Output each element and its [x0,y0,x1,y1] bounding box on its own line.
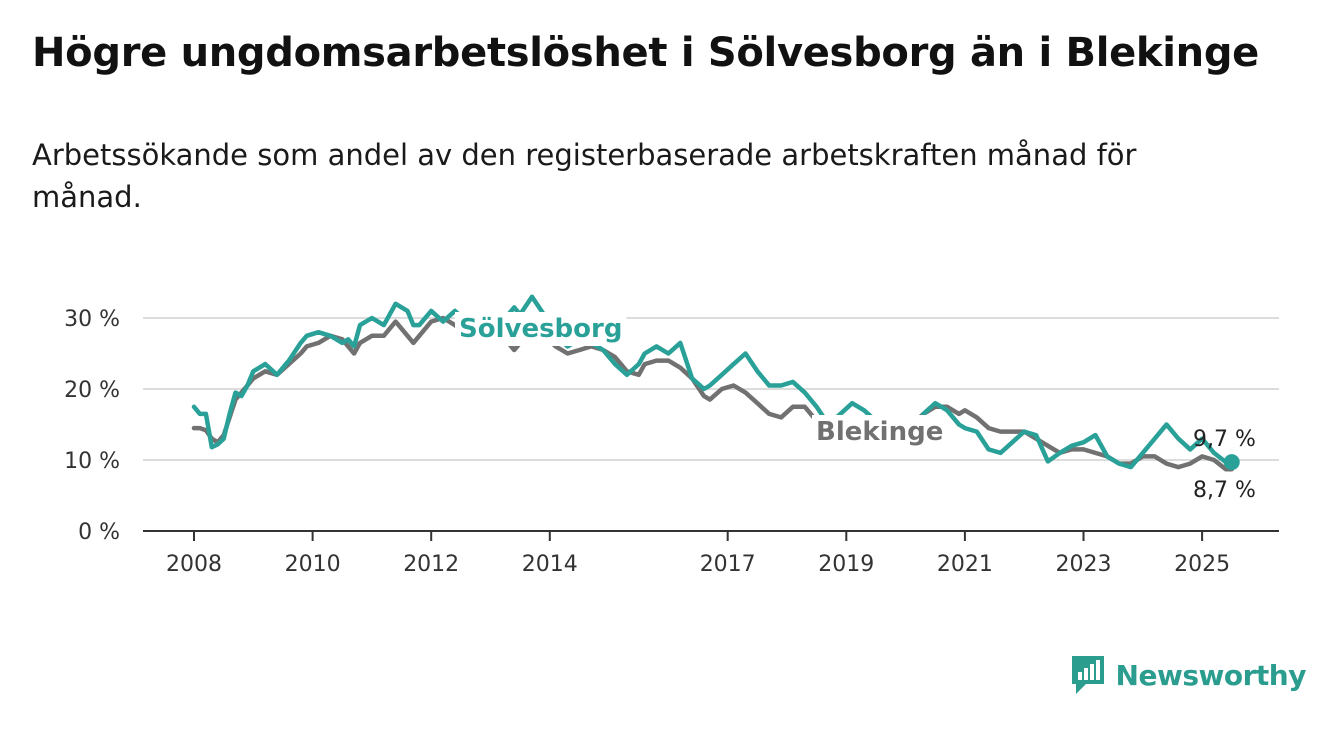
gridlines [143,317,1279,461]
y-axis-labels: 0 % 10 % 20 % 30 % [64,307,120,545]
label-halo [812,415,948,449]
series-label-solvesborg: Sölvesborg [459,314,622,344]
x-axis-ticks: 2008 2010 2012 2014 2017 2019 2021 2023 2025 [166,531,1230,577]
x-tick-label: 2023 [1056,552,1112,577]
x-tick-label: 2008 [166,552,222,577]
series-line-solvesborg [191,294,1235,470]
label-halo [455,312,627,346]
x-tick-label: 2014 [522,552,578,577]
x-tick-label: 2012 [403,552,459,577]
newsworthy-logo-icon [1071,656,1104,694]
y-tick-label: 10 % [64,449,120,474]
x-tick-label: 2025 [1174,552,1230,577]
chart-subtitle: Arbetssökande som andel av den registerb… [32,138,1137,214]
y-tick-label: 0 % [78,520,120,545]
x-tick-label: 2017 [700,552,756,577]
y-tick-label: 20 % [64,378,120,403]
series-lines [191,294,1235,472]
y-tick-label: 30 % [64,307,120,332]
series-end-marker [1223,454,1240,471]
chart-title: Högre ungdomsarbetslöshet i Sölvesborg ä… [32,30,1259,76]
x-tick-label: 2010 [285,552,341,577]
series-label-blekinge: Blekinge [816,417,943,447]
series-line-blekinge [191,315,1235,472]
x-tick-label: 2019 [818,552,874,577]
brand-name: Newsworthy [1115,658,1307,692]
end-label-blekinge: 8,7 % [1193,478,1256,503]
line-chart: 0 % 10 % 20 % 30 % 2008 2010 2012 2014 2017 2019… [64,294,1279,577]
x-tick-label: 2021 [937,552,993,577]
end-label-solvesborg: 9,7 % [1193,427,1256,452]
newsworthy-brand: Newsworthy [1070,654,1307,696]
